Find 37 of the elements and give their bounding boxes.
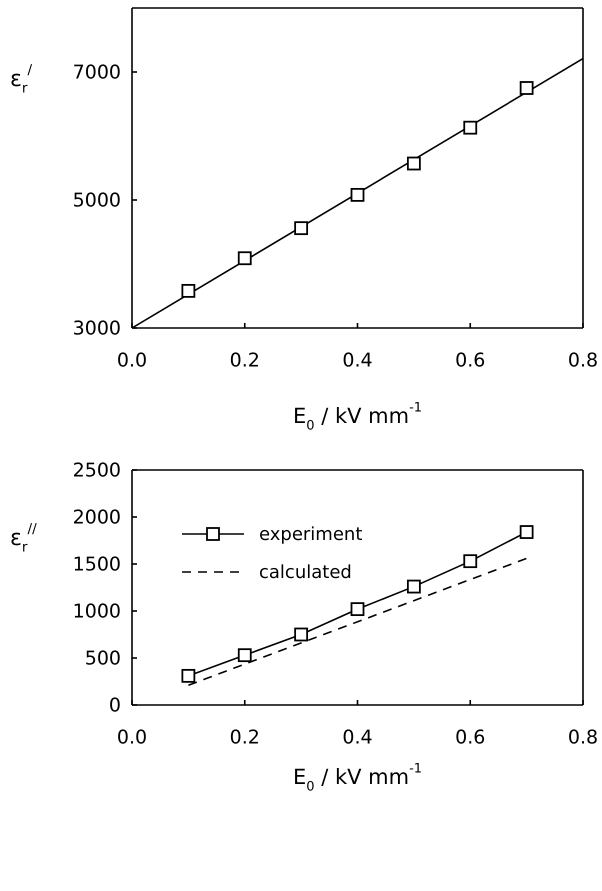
x-tick-label: 0.4 — [342, 726, 373, 748]
point — [238, 648, 252, 662]
x-tick-label: 0.0 — [116, 726, 148, 748]
legend-label: experiment — [259, 524, 362, 545]
x-tick-label: 0.6 — [455, 726, 486, 748]
point — [520, 525, 534, 539]
x-tick-label: 0.8 — [568, 726, 598, 748]
y-tick-label: 1000 — [72, 600, 121, 623]
point — [294, 221, 308, 236]
point — [406, 156, 421, 170]
y-tick-label: 5000 — [72, 190, 121, 212]
y-tick-label: 1500 — [72, 554, 121, 576]
point — [350, 602, 364, 616]
point — [181, 284, 196, 298]
point — [463, 120, 478, 135]
x-tick-label: 0.4 — [342, 349, 373, 372]
x-axis-title: E$_{0}$ / kV mm$^{-1}$ — [292, 400, 422, 434]
point — [181, 668, 196, 683]
y-tick-label: 0 — [108, 694, 121, 717]
y-tick-label: 7000 — [72, 62, 121, 84]
x-tick-label: 0.0 — [116, 349, 148, 372]
y-tick-label: 2000 — [72, 506, 121, 529]
y-tick-label: 3000 — [72, 318, 121, 340]
point — [463, 554, 478, 568]
x-tick-label: 0.2 — [230, 349, 260, 372]
point — [520, 81, 534, 95]
x-tick-label: 0.2 — [230, 726, 260, 748]
legend-label: calculated — [259, 562, 352, 583]
x-tick-label: 0.8 — [568, 349, 598, 372]
point — [406, 580, 421, 594]
x-axis-title: E$_{0}$ / kV mm$^{-1}$ — [292, 761, 422, 794]
point — [350, 188, 364, 202]
point — [294, 628, 308, 642]
x-tick-label: 0.6 — [455, 349, 486, 372]
y-tick-label: 2500 — [72, 460, 121, 482]
point — [238, 251, 252, 266]
y-tick-label: 500 — [84, 648, 121, 670]
